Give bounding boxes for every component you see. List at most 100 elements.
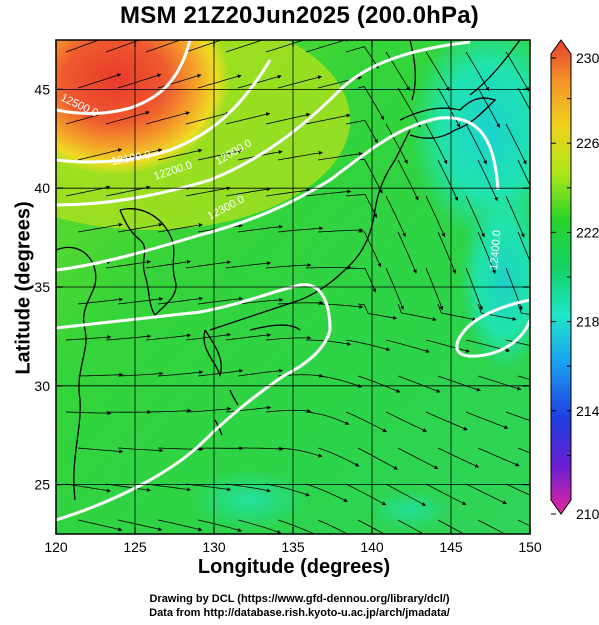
streamline xyxy=(385,483,426,506)
streamline xyxy=(146,408,192,413)
streamline xyxy=(437,375,481,392)
streamline xyxy=(437,231,457,274)
contour-12100 xyxy=(56,59,272,164)
streamline xyxy=(105,111,150,125)
streamline xyxy=(317,519,349,534)
streamline xyxy=(517,87,530,111)
streamline xyxy=(77,447,124,454)
streamline xyxy=(437,519,465,534)
streamline xyxy=(237,368,284,377)
streamline xyxy=(197,296,244,305)
streamline xyxy=(117,519,163,532)
y-tick-label: 45 xyxy=(34,81,50,97)
streamline xyxy=(237,298,284,305)
x-tick-label: 145 xyxy=(439,539,463,555)
streamline xyxy=(517,375,530,380)
streamline xyxy=(265,409,312,413)
y-axis-label: Latitude (degrees) xyxy=(12,201,35,375)
cyan-region-e xyxy=(460,190,530,370)
streamline xyxy=(157,519,203,532)
plot-area: 12500.0 12100.0 12200.0 12300.0 12400.0 … xyxy=(56,40,530,534)
streamline xyxy=(117,222,163,233)
streamline xyxy=(185,332,232,341)
streamline xyxy=(225,187,271,197)
streamline xyxy=(305,189,352,197)
cyan-region-ne xyxy=(410,40,530,240)
streamline xyxy=(117,371,164,377)
streamline xyxy=(277,447,323,458)
streamline xyxy=(357,375,401,393)
grid-lines xyxy=(56,40,530,534)
streamline xyxy=(105,260,151,269)
streamline xyxy=(305,40,350,53)
streamline xyxy=(185,260,232,269)
streamline xyxy=(425,267,444,311)
streamline xyxy=(105,334,152,341)
streamline xyxy=(265,263,312,269)
streamline xyxy=(345,193,377,218)
streamline xyxy=(65,411,112,416)
axis-ticks: 120 125 130 135 140 145 150 25 30 35 40 45 xyxy=(34,40,542,555)
streamline xyxy=(517,519,530,527)
coastline-honshu xyxy=(209,129,411,331)
streamline xyxy=(477,159,498,202)
streamline xyxy=(345,483,387,506)
streamline xyxy=(157,223,203,233)
streamline xyxy=(465,483,507,504)
streamline xyxy=(425,195,446,238)
streamline xyxy=(385,267,404,311)
streamline xyxy=(437,159,458,201)
streamline xyxy=(345,46,379,69)
streamline xyxy=(157,370,204,377)
streamline xyxy=(265,188,312,197)
contour-label-12400: 12400.0 xyxy=(488,230,503,271)
streamline xyxy=(477,519,506,534)
streamline xyxy=(425,339,470,353)
colorbar-tick-label: 222 xyxy=(576,224,599,240)
y-tick-label: 30 xyxy=(34,378,50,394)
x-tick-label: 130 xyxy=(202,539,226,555)
streamline xyxy=(345,119,378,144)
streamline xyxy=(145,333,192,341)
streamline xyxy=(385,339,430,353)
streamline xyxy=(225,405,272,413)
streamline xyxy=(517,303,530,315)
streamline xyxy=(465,51,490,92)
streamline xyxy=(505,411,530,421)
streamline xyxy=(197,149,243,161)
x-tick-label: 140 xyxy=(360,539,384,555)
streamline xyxy=(505,123,527,165)
streamline xyxy=(65,335,112,341)
streamline xyxy=(265,112,311,125)
colorbar-tick-label: 226 xyxy=(576,135,599,151)
streamline xyxy=(145,111,190,125)
streamline xyxy=(397,87,421,128)
colorbar-ticks: 230 226 222 218 214 210 xyxy=(551,50,599,522)
streamline xyxy=(465,195,485,238)
streamline xyxy=(385,411,427,432)
streamline xyxy=(317,447,360,467)
streamline xyxy=(385,123,408,164)
streamline xyxy=(357,519,385,534)
credit-data: Data from http://database.rish.kyoto-u.a… xyxy=(149,607,450,619)
streamline xyxy=(77,297,124,305)
colorbar-tick-label: 210 xyxy=(576,506,599,522)
x-tick-label: 125 xyxy=(123,539,147,555)
streamline xyxy=(117,73,162,89)
streamline xyxy=(305,339,352,346)
contour-lines xyxy=(56,40,530,522)
streamline xyxy=(477,447,520,467)
contour-12000 xyxy=(56,40,192,116)
x-axis-label: Longitude (degrees) xyxy=(197,556,391,578)
coastline-kyushu-shikoku xyxy=(203,324,301,378)
streamline xyxy=(357,303,398,320)
streamline xyxy=(305,483,348,502)
streamline xyxy=(305,265,352,270)
streamline xyxy=(437,87,461,128)
streamline xyxy=(517,159,530,187)
colorbar-tick-label: 218 xyxy=(576,314,599,330)
streamline xyxy=(185,186,231,197)
streamline xyxy=(225,261,272,269)
contour-12300 xyxy=(56,116,500,272)
streamline xyxy=(277,151,323,161)
